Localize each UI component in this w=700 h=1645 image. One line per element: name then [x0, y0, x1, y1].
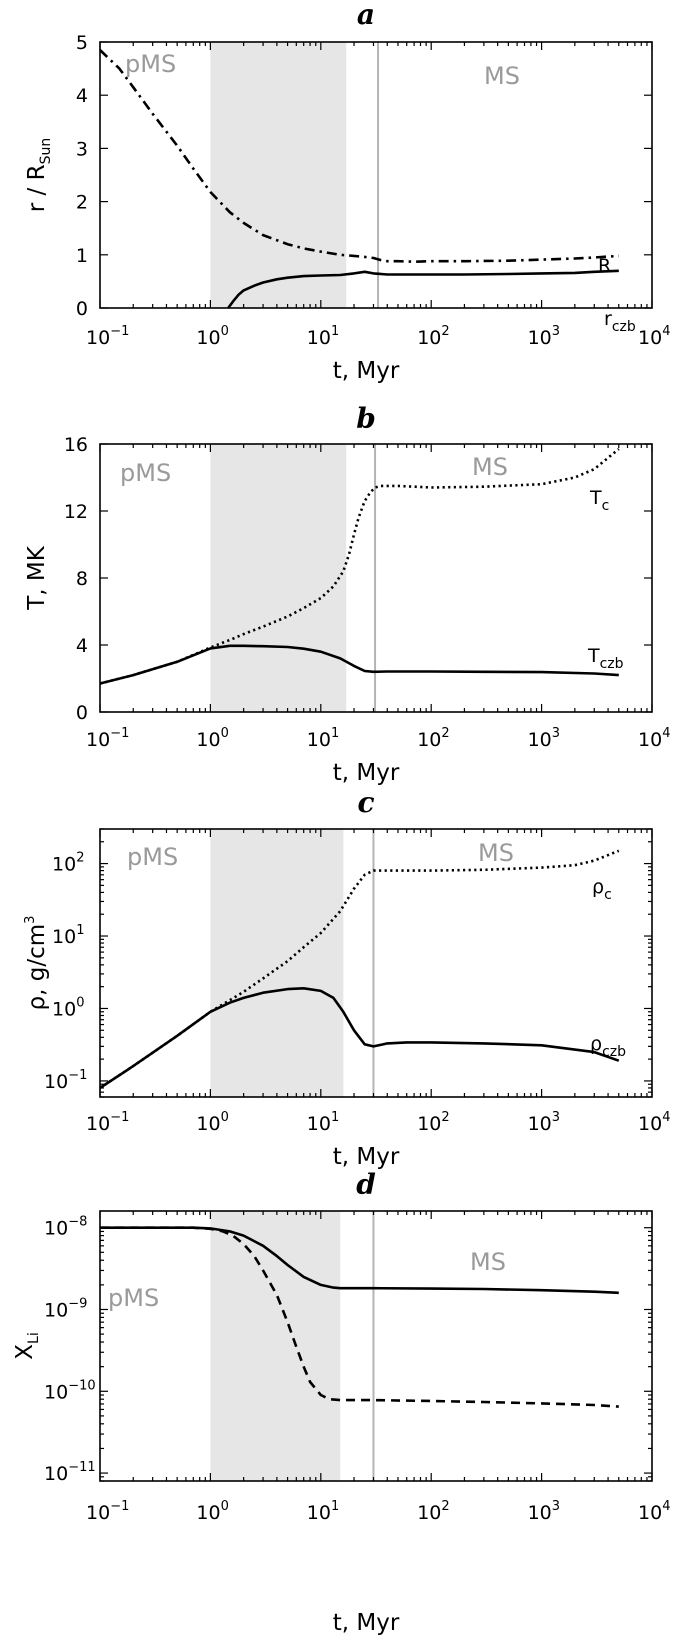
y-tick-label: 1 [76, 245, 88, 267]
y-axis-label: r / RSun [24, 138, 54, 212]
y-axis-label: ρ, g/cm3 [23, 916, 50, 1011]
y-tick-label: 10−10 [44, 1378, 96, 1403]
y-tick-label: 10−1 [44, 1068, 87, 1093]
series-line-czb-c [99, 986, 620, 1089]
series-line-s1-d [100, 1226, 619, 1408]
y-tick-label: 0 [76, 298, 88, 320]
x-tick-label: 100 [196, 1110, 228, 1135]
x-tick-label: 100 [196, 1499, 228, 1524]
y-tick-label: 102 [52, 851, 84, 876]
curve-label-c: Tc [589, 487, 609, 514]
x-tick-label: 10−1 [86, 1499, 129, 1524]
series-line-c-b [99, 447, 620, 685]
y-tick-label: 5 [76, 32, 88, 54]
panel-b: pMS MS Tc Tczb 10−1 100 101 102 103 104 0 4 8 12 16 b t,… [24, 402, 670, 786]
x-tick-label: 10−1 [86, 726, 129, 751]
y-tick-label: 8 [76, 568, 88, 590]
x-tick-label: 102 [417, 1110, 449, 1135]
y-tick-label: 3 [76, 138, 88, 160]
x-tick-label: 104 [638, 1110, 670, 1135]
x-axis-label: t, Myr [333, 358, 400, 384]
x-tick-label: 100 [196, 726, 228, 751]
x-tick-label: 104 [638, 726, 670, 751]
panel-title: d [356, 1168, 376, 1201]
series-line-c-c [99, 849, 620, 1089]
x-tick-label: 104 [638, 1499, 670, 1524]
y-tick-label: 10−8 [44, 1215, 87, 1240]
x-tick-label: 101 [307, 324, 339, 349]
x-axis-label: t, Myr [333, 760, 400, 786]
x-tick-label: 104 [638, 324, 670, 349]
x-tick-label: 100 [196, 324, 228, 349]
y-tick-label: 2 [76, 192, 88, 214]
shaded-region [210, 444, 347, 712]
phase-label-pms: pMS [120, 459, 171, 487]
x-axis-label: t, Myr [333, 1144, 400, 1170]
x-axis-label: t, Myr [333, 1610, 400, 1636]
shaded-region [210, 1211, 341, 1481]
y-tick-label: 100 [52, 995, 84, 1020]
x-tick-label: 101 [307, 1499, 339, 1524]
series-line-czb-a [227, 269, 619, 309]
phase-label-ms: MS [484, 62, 520, 90]
x-tick-label: 10−1 [86, 1110, 129, 1135]
shaded-region [210, 829, 344, 1097]
panel-d: pMS MS 10−1 100 101 102 103 104 10−11 10−10 10−9 10… [12, 1168, 670, 1636]
curve-label-czb: rczb [604, 308, 636, 335]
x-tick-label: 103 [528, 1499, 560, 1524]
y-tick-label: 10−11 [44, 1460, 96, 1485]
x-tick-label: 103 [528, 1110, 560, 1135]
series-line-s0-d [100, 1226, 619, 1295]
panel-title: a [357, 0, 375, 31]
phase-label-ms: MS [472, 453, 508, 481]
curve-label-R: R [598, 255, 611, 277]
series-line-R-a [99, 49, 619, 264]
panel-c: pMS MS ρc ρczb 10−1 100 101 102 103 104 10−1 100 101… [23, 786, 670, 1170]
y-tick-label: 0 [76, 702, 88, 724]
x-tick-label: 103 [528, 324, 560, 349]
curve-label-czb: ρczb [590, 1033, 626, 1060]
x-tick-label: 101 [307, 1110, 339, 1135]
panel-title: b [356, 402, 376, 435]
x-tick-label: 103 [528, 726, 560, 751]
phase-label-ms: MS [470, 1248, 506, 1276]
phase-label-pms: pMS [125, 50, 176, 78]
plot-frame [99, 828, 653, 1098]
phase-label-pms: pMS [127, 843, 178, 871]
panel-title: c [357, 786, 374, 819]
phase-label-pms: pMS [108, 1284, 159, 1312]
curve-label-czb: Tczb [587, 645, 624, 672]
y-axis-label: T, MK [24, 545, 50, 611]
plot-frame [99, 41, 653, 309]
phase-label-ms: MS [478, 839, 514, 867]
y-tick-label: 4 [76, 635, 88, 657]
y-tick-label: 10−9 [44, 1296, 87, 1321]
y-tick-label: 101 [52, 923, 84, 948]
y-tick-label: 16 [64, 434, 88, 456]
curve-label-c: ρc [592, 876, 612, 903]
x-tick-label: 102 [417, 726, 449, 751]
x-tick-label: 102 [417, 1499, 449, 1524]
y-tick-label: 12 [64, 501, 88, 523]
x-tick-label: 102 [417, 324, 449, 349]
y-tick-label: 4 [76, 85, 88, 107]
x-tick-label: 101 [307, 726, 339, 751]
plot-frame [99, 1210, 653, 1482]
shaded-region [210, 42, 347, 308]
y-axis-label: XLi [12, 1332, 42, 1359]
x-tick-label: 10−1 [86, 324, 129, 349]
series-line-czb-b [99, 644, 619, 685]
